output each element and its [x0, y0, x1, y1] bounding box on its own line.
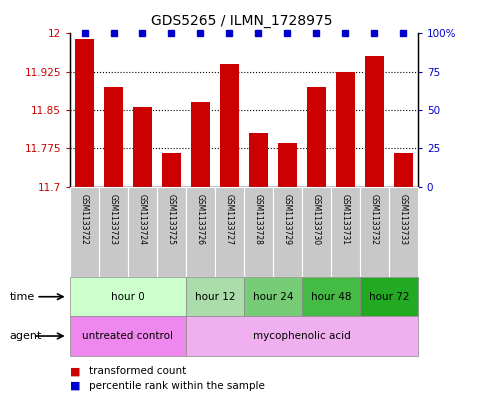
- Bar: [70, 187, 99, 277]
- Bar: [99, 187, 128, 277]
- Bar: [302, 277, 360, 316]
- Bar: [336, 72, 355, 187]
- Text: GSM1133727: GSM1133727: [225, 194, 234, 245]
- Bar: [331, 187, 360, 277]
- Bar: [191, 102, 210, 187]
- Text: mycophenolic acid: mycophenolic acid: [253, 331, 351, 341]
- Bar: [215, 187, 244, 277]
- Bar: [162, 153, 181, 187]
- Text: percentile rank within the sample: percentile rank within the sample: [89, 381, 265, 391]
- Bar: [360, 187, 389, 277]
- Text: GSM1133723: GSM1133723: [109, 194, 118, 245]
- Bar: [186, 277, 244, 316]
- Bar: [70, 277, 186, 316]
- Bar: [273, 187, 302, 277]
- Text: GSM1133730: GSM1133730: [312, 194, 321, 245]
- Text: transformed count: transformed count: [89, 366, 186, 376]
- Text: GSM1133724: GSM1133724: [138, 194, 147, 245]
- Bar: [157, 187, 186, 277]
- Text: GSM1133726: GSM1133726: [196, 194, 205, 245]
- Text: GSM1133733: GSM1133733: [399, 194, 408, 245]
- Bar: [128, 187, 157, 277]
- Text: GSM1133729: GSM1133729: [283, 194, 292, 245]
- Bar: [186, 316, 418, 356]
- Bar: [249, 133, 268, 187]
- Bar: [244, 277, 302, 316]
- Text: time: time: [10, 292, 35, 302]
- Bar: [70, 316, 186, 356]
- Text: hour 24: hour 24: [253, 292, 293, 302]
- Bar: [186, 187, 215, 277]
- Bar: [104, 87, 123, 187]
- Text: GSM1133725: GSM1133725: [167, 194, 176, 245]
- Text: agent: agent: [10, 331, 42, 341]
- Bar: [75, 39, 94, 187]
- Text: ■: ■: [70, 366, 81, 376]
- Text: hour 0: hour 0: [111, 292, 145, 302]
- Bar: [307, 87, 326, 187]
- Bar: [365, 57, 384, 187]
- Bar: [278, 143, 297, 187]
- Bar: [360, 277, 418, 316]
- Text: hour 72: hour 72: [369, 292, 409, 302]
- Text: GSM1133728: GSM1133728: [254, 194, 263, 245]
- Text: ■: ■: [70, 381, 81, 391]
- Text: GSM1133722: GSM1133722: [80, 194, 89, 245]
- Bar: [220, 64, 239, 187]
- Bar: [302, 187, 331, 277]
- Bar: [394, 153, 413, 187]
- Text: GSM1133731: GSM1133731: [341, 194, 350, 245]
- Text: untreated control: untreated control: [83, 331, 173, 341]
- Bar: [389, 187, 418, 277]
- Bar: [133, 107, 152, 187]
- Text: GDS5265 / ILMN_1728975: GDS5265 / ILMN_1728975: [151, 14, 332, 28]
- Text: hour 12: hour 12: [195, 292, 235, 302]
- Text: GSM1133732: GSM1133732: [370, 194, 379, 245]
- Text: hour 48: hour 48: [311, 292, 351, 302]
- Bar: [244, 187, 273, 277]
